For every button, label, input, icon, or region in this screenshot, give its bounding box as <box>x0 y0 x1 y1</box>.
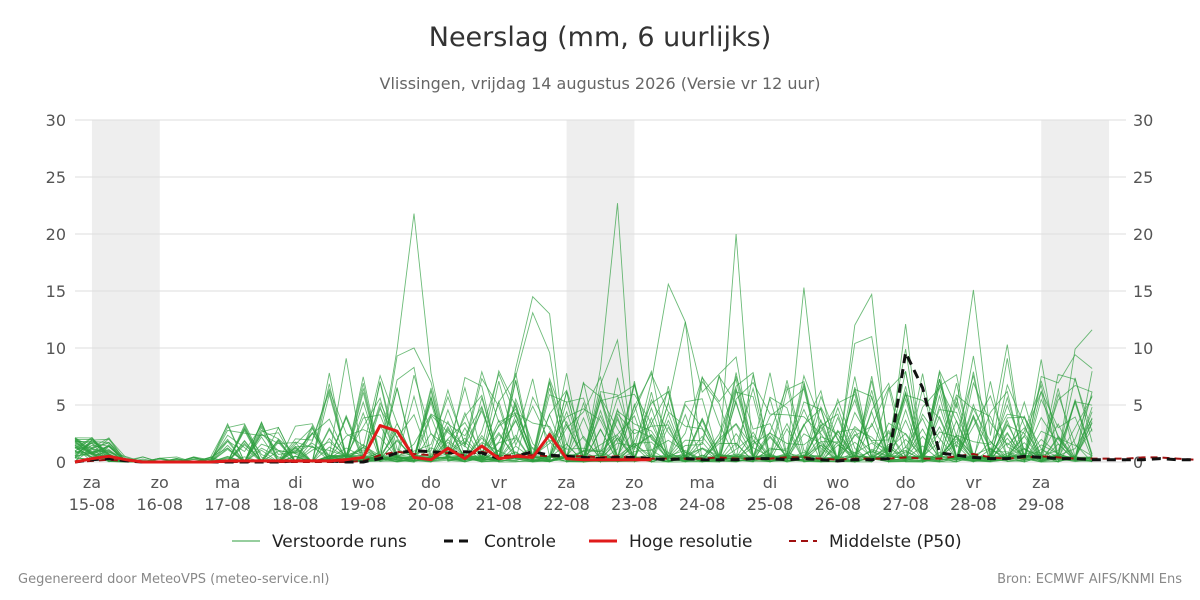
generated-by-note: Gegenereerd door MeteoVPS (meteo-service… <box>18 572 330 587</box>
y-tick-label-left: 20 <box>46 225 66 244</box>
legend-label: Controle <box>484 532 556 552</box>
y-tick-label-right: 20 <box>1133 225 1153 244</box>
y-tick-label-left: 10 <box>46 339 66 358</box>
x-tick-day: do <box>896 473 916 492</box>
x-tick-day: za <box>557 473 575 492</box>
chart-title: Neerslag (mm, 6 uurlijks) <box>428 22 772 53</box>
x-tick-day: do <box>421 473 441 492</box>
y-tick-label-right: 0 <box>1133 453 1143 472</box>
y-tick-label-right: 15 <box>1133 282 1153 301</box>
x-tick-date: 26-08 <box>815 495 862 514</box>
x-tick-day: ma <box>215 473 240 492</box>
series-line-hoge-resolutie <box>74 424 652 464</box>
x-tick-date: 17-08 <box>204 495 251 514</box>
x-tick-date: 27-08 <box>882 495 929 514</box>
x-tick-date: 20-08 <box>408 495 455 514</box>
x-tick-day: za <box>83 473 101 492</box>
legend: Verstoorde runs Controle Hoge resolutie Mid… <box>232 532 962 552</box>
y-tick-label-left: 15 <box>46 282 66 301</box>
legend-label: Verstoorde runs <box>272 532 407 552</box>
x-tick-day: wo <box>352 473 375 492</box>
x-tick-date: 19-08 <box>340 495 387 514</box>
x-tick-date: 18-08 <box>272 495 319 514</box>
y-tick-label-right: 25 <box>1133 168 1153 187</box>
x-tick-day: vr <box>965 473 981 492</box>
x-tick-date: 28-08 <box>950 495 997 514</box>
x-tick-date: 25-08 <box>747 495 794 514</box>
x-tick-date: 16-08 <box>137 495 184 514</box>
legend-label: Hoge resolutie <box>629 532 753 552</box>
ensemble-run-line <box>74 373 1093 463</box>
y-tick-label-right: 10 <box>1133 339 1153 358</box>
x-tick-date: 29-08 <box>1018 495 1065 514</box>
x-tick-day: ma <box>690 473 715 492</box>
x-tick-day: di <box>288 473 303 492</box>
x-tick-date: 22-08 <box>543 495 590 514</box>
source-note: Bron: ECMWF AIFS/KNMI Ens <box>997 572 1182 587</box>
x-tick-date: 23-08 <box>611 495 658 514</box>
x-tick-date: 21-08 <box>476 495 523 514</box>
y-tick-label-left: 5 <box>56 396 66 415</box>
y-tick-label-left: 0 <box>56 453 66 472</box>
y-tick-label-left: 30 <box>46 111 66 130</box>
y-tick-label-left: 25 <box>46 168 66 187</box>
chart-subtitle: Vlissingen, vrijdag 14 augustus 2026 (Ve… <box>379 74 821 93</box>
x-tick-day: zo <box>151 473 169 492</box>
y-tick-label-right: 30 <box>1133 111 1153 130</box>
y-tick-label-right: 5 <box>1133 396 1143 415</box>
legend-label: Middelste (P50) <box>829 532 962 552</box>
x-tick-date: 24-08 <box>679 495 726 514</box>
x-tick-day: wo <box>826 473 849 492</box>
x-tick-day: vr <box>491 473 507 492</box>
x-tick-day: za <box>1032 473 1050 492</box>
x-tick-day: zo <box>625 473 643 492</box>
x-tick-day: di <box>763 473 778 492</box>
x-tick-date: 15-08 <box>69 495 116 514</box>
